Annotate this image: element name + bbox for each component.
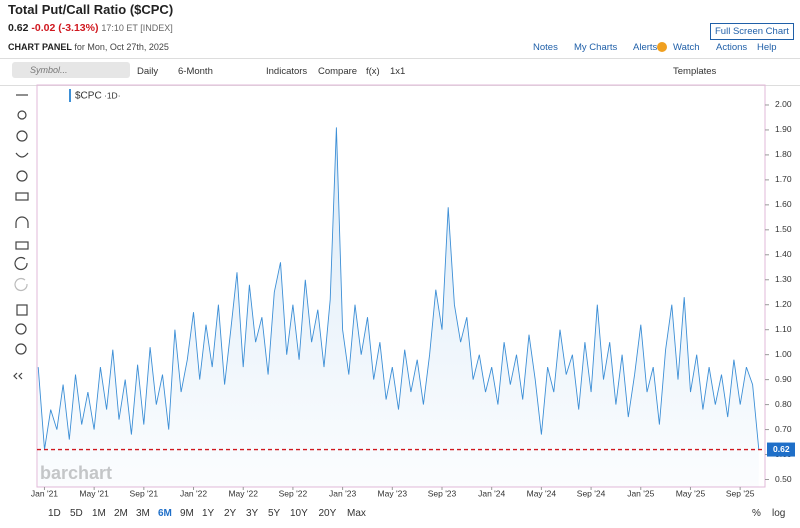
range-button[interactable]: Max: [347, 508, 366, 519]
menu-help[interactable]: Help: [757, 42, 777, 53]
x-tick-label: Jan '25: [627, 488, 654, 498]
legend-period: ·1D·: [104, 90, 121, 100]
range-button[interactable]: 10Y: [290, 508, 308, 519]
x-tick-label: Sep '22: [279, 488, 308, 498]
price-change: -0.02 (-3.13%): [31, 22, 99, 34]
x-tick-label: Sep '25: [726, 488, 755, 498]
toolbar-indicators[interactable]: Indicators: [266, 66, 308, 77]
x-tick-label: Sep '21: [130, 488, 159, 498]
y-tick-label: 0.70: [775, 424, 792, 434]
quote: 0.62 -0.02 (-3.13%) 17:10 ET [INDEX]: [8, 22, 173, 34]
y-tick-label: 0.50: [775, 474, 792, 484]
y-tick-label: 1.00: [775, 349, 792, 359]
range-button[interactable]: 5D: [70, 508, 83, 519]
panel-label: CHART PANEL: [8, 42, 72, 52]
title: Total Put/Call Ratio ($CPC): [8, 2, 174, 17]
alert-badge: [657, 42, 667, 52]
last-price-box: [767, 442, 795, 457]
x-tick-label: Jan '24: [478, 488, 505, 498]
last-price: 0.62: [8, 22, 29, 34]
range-button[interactable]: 9M: [180, 508, 194, 519]
x-tick-label: Sep '23: [428, 488, 457, 498]
legend-swatch: [69, 89, 71, 102]
quote-time: 17:10 ET [INDEX]: [101, 23, 173, 33]
plot: 0.500.600.700.800.901.001.101.201.301.40…: [31, 99, 795, 498]
range-button[interactable]: 1M: [92, 508, 106, 519]
range-button[interactable]: 2M: [114, 508, 128, 519]
y-tick-label: 1.60: [775, 199, 792, 209]
menu-notes[interactable]: Notes: [533, 42, 558, 53]
menu-actions[interactable]: Actions: [716, 42, 748, 53]
symbol-search[interactable]: Symbol...: [12, 62, 130, 78]
menu-my-charts[interactable]: My Charts: [574, 42, 618, 53]
x-tick-label: May '21: [79, 488, 109, 498]
toolbar-fx[interactable]: f(x): [366, 66, 380, 77]
last-price-label: 0.62: [773, 444, 790, 454]
line: [37, 127, 760, 450]
toolbar-layout[interactable]: 1x1: [390, 66, 406, 77]
menu-alerts[interactable]: Alerts: [633, 42, 658, 53]
range-button[interactable]: 5Y: [268, 508, 281, 519]
x-tick-label: May '24: [527, 488, 557, 498]
toolbar-period[interactable]: 6-Month: [178, 66, 213, 77]
toolbar-templates[interactable]: Templates: [673, 66, 717, 77]
toolbar-compare[interactable]: Compare: [318, 66, 358, 77]
x-tick-label: Jan '23: [329, 488, 356, 498]
toolbar-daily[interactable]: Daily: [137, 66, 159, 77]
area: [38, 127, 759, 488]
y-tick-label: 1.80: [775, 149, 792, 159]
y-tick-label: 1.20: [775, 299, 792, 309]
x-tick-label: May '25: [676, 488, 706, 498]
range-button[interactable]: 6M: [158, 508, 172, 519]
range-button[interactable]: 2Y: [224, 508, 237, 519]
y-tick-label: 2.00: [775, 99, 792, 109]
x-tick-label: Jan '21: [31, 488, 58, 498]
menu-watch[interactable]: Watch: [673, 42, 700, 53]
y-tick-label: 1.30: [775, 274, 792, 284]
y-tick-label: 0.80: [775, 399, 792, 409]
y-tick-label: 1.40: [775, 249, 792, 259]
y-tick-label: 1.50: [775, 224, 792, 234]
y-tick-label: 1.70: [775, 174, 792, 184]
range-button[interactable]: 3Y: [246, 508, 259, 519]
y-tick-label: 0.90: [775, 374, 792, 384]
range-button[interactable]: 1Y: [202, 508, 215, 519]
scale-option[interactable]: %: [752, 508, 761, 519]
panel-info: CHART PANEL for Mon, Oct 27th, 2025: [8, 42, 169, 52]
panel-date: for Mon, Oct 27th, 2025: [74, 42, 169, 52]
full-screen-button[interactable]: Full Screen Chart: [710, 23, 794, 40]
x-tick-label: May '22: [228, 488, 258, 498]
scale-option[interactable]: log: [772, 508, 786, 519]
y-tick-label: 1.90: [775, 124, 792, 134]
range-button[interactable]: 1D: [48, 508, 61, 519]
range-button[interactable]: 3M: [136, 508, 150, 519]
range-button[interactable]: 20Y: [318, 508, 337, 519]
y-tick-label: 1.10: [775, 324, 792, 334]
legend-symbol: $CPC: [75, 91, 102, 102]
tool-icons: [13, 94, 29, 380]
x-tick-label: May '23: [378, 488, 408, 498]
x-tick-label: Sep '24: [577, 488, 606, 498]
x-tick-label: Jan '22: [180, 488, 207, 498]
